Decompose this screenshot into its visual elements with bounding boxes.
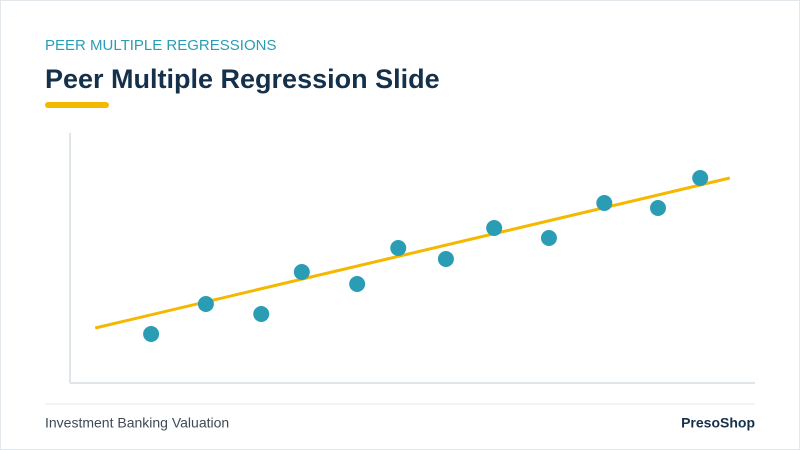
- data-point: [437, 251, 454, 267]
- data-point: [390, 240, 407, 256]
- data-point: [650, 200, 667, 216]
- data-point: [596, 195, 613, 211]
- data-point: [349, 276, 366, 292]
- footer-left: Investment Banking Valuation: [45, 415, 229, 431]
- data-point: [540, 230, 557, 246]
- footer-right: PresoShop: [681, 415, 755, 431]
- data-point: [253, 306, 270, 322]
- data-point: [293, 264, 310, 280]
- data-point: [143, 326, 160, 342]
- kicker: PEER MULTIPLE REGRESSIONS: [45, 37, 276, 54]
- data-point: [692, 170, 709, 186]
- data-point: [197, 296, 214, 312]
- data-point: [486, 220, 503, 236]
- slide-title: Peer Multiple Regression Slide: [45, 64, 440, 94]
